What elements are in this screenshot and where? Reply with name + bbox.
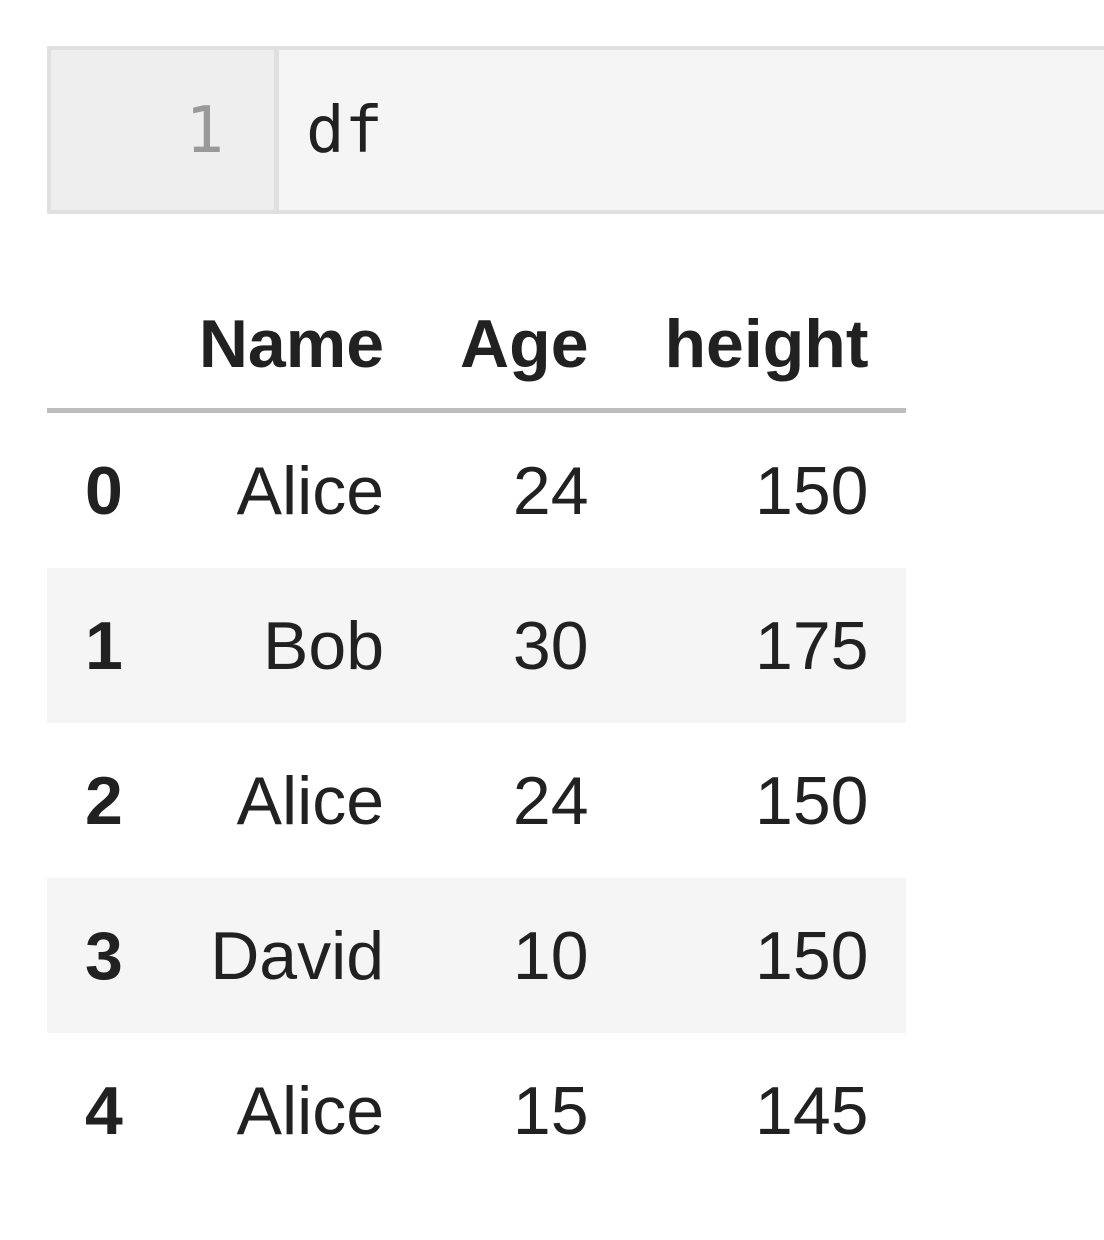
dataframe-output: Name Age height 0 Alice 24 150 1 Bob 30 175 2 Ali… [47, 280, 907, 1188]
column-header: Age [422, 280, 627, 413]
row-index: 2 [85, 762, 123, 839]
table-row: 0 Alice 24 150 [47, 411, 906, 569]
code-cell[interactable]: 1 df [47, 46, 1104, 214]
code-text[interactable]: df [306, 94, 384, 168]
table-cell: Alice [236, 762, 385, 839]
table-cell: 150 [755, 452, 869, 529]
line-gutter: 1 [51, 50, 279, 210]
row-index: 0 [85, 452, 123, 529]
table-cell: Alice [236, 1072, 385, 1149]
row-index: 1 [85, 607, 123, 684]
table-row: 3 David 10 150 [47, 878, 907, 1033]
table-row: 4 Alice 15 145 [47, 1033, 906, 1188]
row-index: 3 [85, 917, 123, 994]
table-row: 2 Alice 24 150 [47, 723, 906, 878]
table-cell: 15 [512, 1072, 589, 1149]
row-index: 4 [85, 1072, 123, 1149]
table-row: 1 Bob 30 175 [47, 568, 907, 723]
table-cell: 30 [512, 607, 589, 684]
table-cell: 24 [512, 762, 589, 839]
table-cell: 150 [755, 917, 869, 994]
table-cell: 175 [755, 607, 869, 684]
header-row: Name Age height [47, 280, 907, 413]
table-cell: Alice [236, 452, 385, 529]
table-cell: 10 [512, 917, 589, 994]
line-number: 1 [185, 94, 224, 168]
column-header: height [626, 280, 907, 413]
column-header: Name [160, 280, 423, 413]
table-cell: David [210, 917, 385, 994]
table-cell: 24 [512, 452, 589, 529]
index-header [47, 280, 161, 413]
table-cell: 145 [755, 1072, 869, 1149]
table-cell: Bob [263, 607, 385, 684]
table-cell: 150 [755, 762, 869, 839]
